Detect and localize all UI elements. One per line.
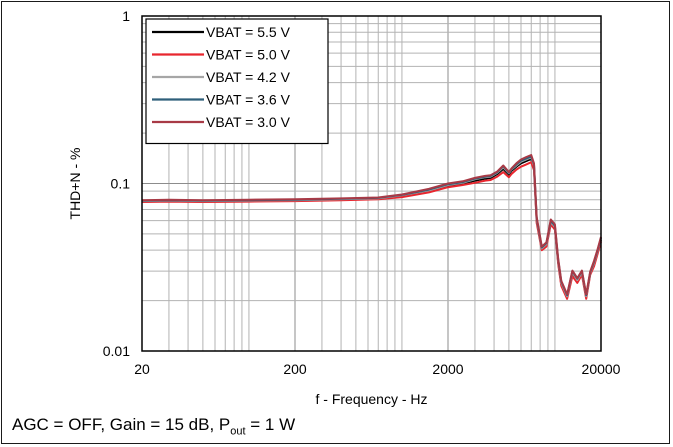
- x-tick-label: 20000: [582, 361, 621, 377]
- legend-entry-label: VBAT = 5.5 V: [206, 24, 291, 40]
- caption-suffix: = 1 W: [245, 415, 296, 434]
- x-tick-label: 200: [283, 361, 307, 377]
- caption-prefix: AGC = OFF, Gain = 15 dB, P: [12, 415, 231, 434]
- legend-entry-label: VBAT = 5.0 V: [206, 47, 291, 63]
- legend-entry-label: VBAT = 3.0 V: [206, 114, 291, 130]
- series-line-1: [141, 158, 602, 298]
- x-axis-label: f - Frequency - Hz: [315, 391, 427, 407]
- series-line-3: [141, 156, 602, 298]
- legend-entry-label: VBAT = 3.6 V: [206, 92, 291, 108]
- legend: VBAT = 5.5 V VBAT = 5.0 V VBAT = 4.2 V VBAT…: [145, 18, 329, 145]
- y-tick-label: 1: [122, 8, 130, 24]
- test-conditions-caption: AGC = OFF, Gain = 15 dB, Pout = 1 W: [12, 415, 295, 437]
- series-lines: [141, 154, 602, 300]
- series-line-2: [141, 161, 602, 300]
- y-tick-label: 0.1: [111, 176, 131, 192]
- caption-subscript: out: [230, 425, 246, 438]
- y-axis-label: THD+N - %: [67, 148, 83, 220]
- legend-entry-label: VBAT = 4.2 V: [206, 69, 291, 85]
- series-line-5: [141, 154, 602, 296]
- series-line-4: [141, 155, 602, 297]
- tick-labels: 20 200 2000 20000 0.01 0.1 1: [103, 8, 621, 377]
- plot-area: [141, 15, 602, 352]
- y-tick-label: 0.01: [103, 343, 130, 359]
- x-tick-label: 20: [134, 361, 150, 377]
- x-tick-label: 2000: [432, 361, 463, 377]
